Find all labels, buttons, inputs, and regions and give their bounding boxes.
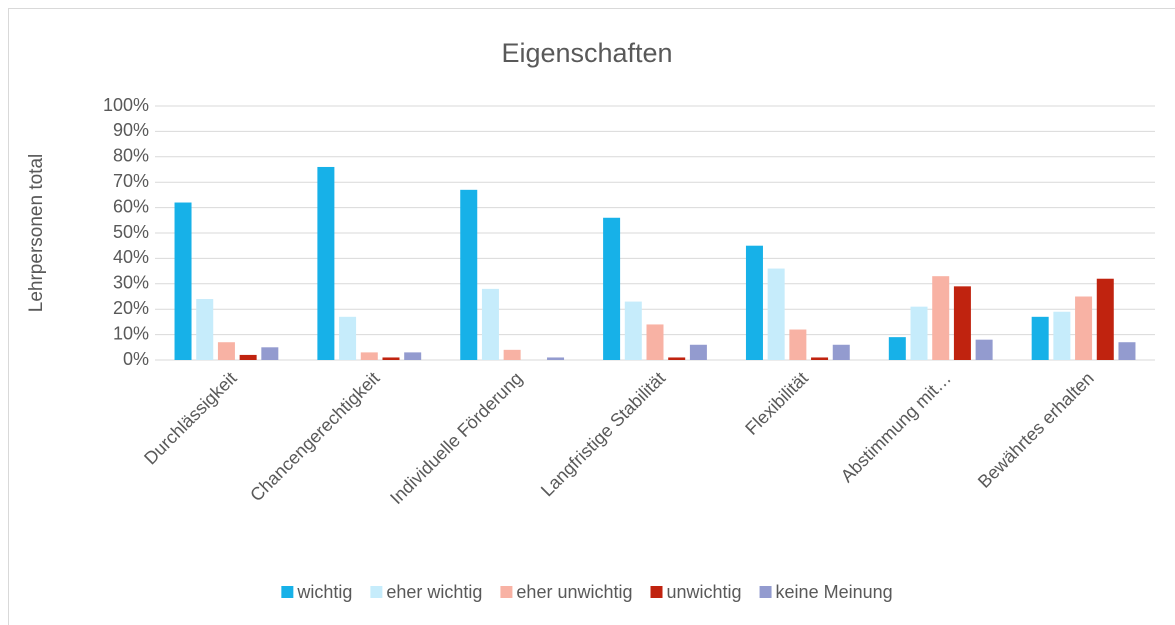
- bar: [975, 339, 993, 360]
- bar: [1075, 296, 1093, 360]
- legend-label: eher wichtig: [386, 582, 482, 602]
- bar: [317, 166, 335, 360]
- legend-label: unwichtig: [667, 582, 742, 602]
- bar: [668, 357, 686, 360]
- bar: [646, 324, 664, 360]
- bar: [547, 357, 565, 360]
- bar: [382, 357, 400, 360]
- y-tick-label: 20%: [113, 298, 149, 318]
- bar: [239, 354, 257, 360]
- bar: [767, 268, 785, 360]
- bar: [360, 352, 378, 360]
- legend-label: wichtig: [296, 582, 352, 602]
- y-tick-label: 60%: [113, 196, 149, 216]
- bar: [888, 337, 906, 360]
- bar: [624, 301, 642, 360]
- bar: [1053, 311, 1071, 360]
- bar: [745, 245, 763, 360]
- bar: [460, 189, 478, 360]
- bar: [1118, 342, 1136, 360]
- legend-swatch: [759, 586, 772, 598]
- y-tick-label: 100%: [103, 95, 149, 115]
- legend-swatch: [370, 586, 383, 598]
- bar: [261, 347, 279, 360]
- y-tick-label: 30%: [113, 273, 149, 293]
- bar: [953, 286, 971, 360]
- legend-swatch: [281, 586, 294, 598]
- bar: [503, 349, 521, 360]
- bar: [832, 344, 850, 360]
- bar: [910, 306, 928, 360]
- legend-swatch: [500, 586, 513, 598]
- y-tick-label: 50%: [113, 222, 149, 242]
- bar: [1031, 316, 1049, 360]
- y-tick-label: 90%: [113, 120, 149, 140]
- bar: [1096, 278, 1114, 360]
- bar: [789, 329, 807, 360]
- y-axis-label: Lehrpersonen total: [26, 154, 47, 312]
- bar: [811, 357, 829, 360]
- bar: [404, 352, 422, 360]
- bar: [481, 288, 499, 360]
- bar: [196, 299, 214, 360]
- bar: [689, 344, 707, 360]
- bar: [932, 276, 950, 360]
- bar: [603, 217, 621, 360]
- bar: [174, 202, 192, 360]
- y-tick-label: 40%: [113, 247, 149, 267]
- chart-title: Eigenschaften: [501, 38, 672, 68]
- bar: [217, 342, 235, 360]
- legend-swatch: [650, 586, 663, 598]
- legend-label: eher unwichtig: [516, 582, 632, 602]
- y-tick-label: 80%: [113, 146, 149, 166]
- y-tick-label: 70%: [113, 171, 149, 191]
- bar: [339, 316, 357, 360]
- y-tick-label: 10%: [113, 323, 149, 343]
- legend-label: keine Meinung: [776, 582, 893, 602]
- y-tick-label: 0%: [123, 349, 149, 369]
